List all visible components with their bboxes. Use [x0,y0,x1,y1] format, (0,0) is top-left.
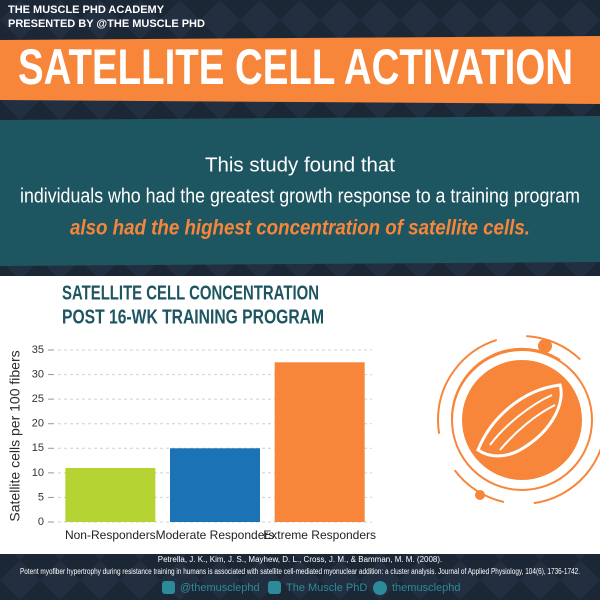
y-tick-label: 15 [32,442,44,454]
chart-title: SATELLITE CELL CONCENTRATION [62,282,319,304]
instagram-handle[interactable]: @themusclephd [180,582,260,594]
y-tick-label: 30 [32,368,44,380]
x-tick-label: Moderate Responders [156,528,275,542]
citation: Petrella, J. K., Kim, J. S., Mayhew, D. … [158,555,443,564]
facebook-handle[interactable]: The Muscle PhD [286,582,367,594]
intro-line: This study found that [205,154,395,176]
main-title: SATELLITE CELL ACTIVATION [18,39,573,95]
chart-subtitle: POST 16-WK TRAINING PROGRAM [62,306,324,328]
muscle-emblem [437,335,600,505]
x-tick-label: Extreme Responders [263,528,376,542]
y-tick-label: 20 [32,418,44,430]
y-tick-label: 25 [32,393,44,405]
x-tick-label: Non-Responders [65,528,156,542]
y-tick-label: 0 [38,516,44,528]
y-tick-label: 10 [32,467,44,479]
intro-line: individuals who had the greatest growth … [20,185,580,207]
y-axis-label: Satellite cells per 100 fibers [7,350,23,521]
citation: Potent myofiber hypertrophy during resis… [20,567,580,576]
social-bar: @themusclephd The Muscle PhD themuscleph… [162,581,461,595]
academy-name: THE MUSCLE PHD ACADEMY [8,4,165,16]
bar [169,448,261,522]
presented-by: PRESENTED BY @THE MUSCLE PHD [8,18,205,30]
intro-highlight: also had the highest concentration of sa… [70,217,530,240]
y-tick-label: 35 [32,344,44,356]
intro-panel [0,116,600,266]
y-tick-label: 5 [38,491,44,503]
pinterest-handle[interactable]: themusclephd [392,582,461,594]
bar [274,362,365,522]
title-banner [0,36,600,104]
bar [65,467,156,522]
